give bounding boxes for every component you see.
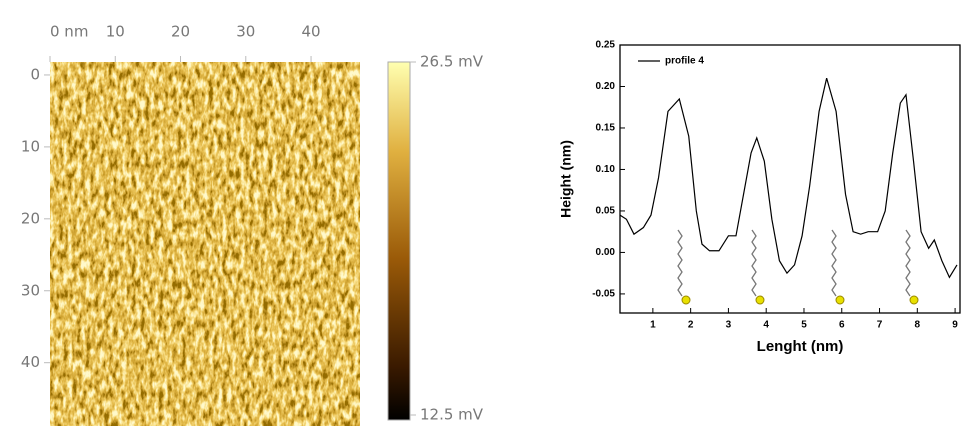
x-tick-label: 9 — [952, 320, 958, 331]
x-tick-label: 40 — [302, 23, 321, 41]
y-tick-label: 0.20 — [596, 81, 616, 92]
x-tick-label: 1 — [650, 320, 656, 331]
y-tick-label: 0 — [30, 65, 40, 83]
y-tick-label: 20 — [21, 209, 40, 227]
y-tick-label: 10 — [21, 137, 40, 155]
x-tick-label: 4 — [763, 320, 769, 331]
molecule-sketches — [677, 229, 911, 297]
x-tick-label: 0 nm — [50, 23, 88, 41]
legend-label: profile 4 — [665, 56, 704, 67]
y-tick-label: -0.05 — [592, 289, 615, 300]
x-tick-label: 5 — [801, 320, 807, 331]
x-axis-label: Lenght (nm) — [757, 338, 844, 355]
x-tick-label: 30 — [236, 23, 255, 41]
y-tick-label: 40 — [21, 353, 40, 371]
sulfur-atoms — [681, 295, 919, 305]
y-tick-label: 30 — [21, 281, 40, 299]
x-tick-label: 10 — [106, 23, 125, 41]
plot-frame — [619, 44, 961, 314]
y-tick-label: 0.05 — [596, 206, 616, 217]
y-tick-label: 0.15 — [596, 123, 616, 134]
y-tick-label: 0.00 — [596, 247, 616, 258]
afm-panel: 0 nm 10 20 30 40 0 10 20 30 40 26.5 mV 12.5 mV — [21, 23, 484, 426]
x-tick-label: 6 — [839, 320, 845, 331]
y-axis-label: Height (nm) — [558, 140, 574, 218]
x-tick-label: 2 — [688, 320, 694, 331]
y-tick-label: 0.10 — [596, 164, 616, 175]
afm-image — [50, 62, 360, 426]
x-tick-label: 7 — [877, 320, 883, 331]
x-tick-label: 20 — [171, 23, 190, 41]
x-tick-label: 8 — [915, 320, 921, 331]
colorbar — [387, 61, 411, 421]
profile-panel: 1 2 3 4 5 6 7 8 9 -0.05 0.00 0.05 0.10 0.15 0.20 0.25 Le… — [558, 40, 961, 355]
colorbar-label: 26.5 mV — [420, 53, 484, 71]
colorbar-label: 12.5 mV — [420, 406, 484, 424]
x-tick-label: 3 — [726, 320, 732, 331]
data-line — [619, 78, 958, 279]
y-tick-label: 0.25 — [596, 40, 616, 51]
